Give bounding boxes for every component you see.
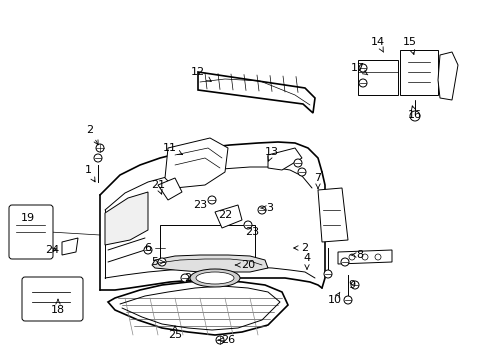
Text: 23: 23 <box>193 200 206 210</box>
Circle shape <box>181 274 189 282</box>
Text: 5: 5 <box>151 257 164 267</box>
Ellipse shape <box>196 272 234 284</box>
Text: 24: 24 <box>45 245 59 255</box>
Text: 9: 9 <box>348 280 355 290</box>
Polygon shape <box>160 225 254 268</box>
Text: 15: 15 <box>402 37 416 54</box>
Circle shape <box>258 206 265 214</box>
Polygon shape <box>267 148 302 170</box>
FancyBboxPatch shape <box>9 205 53 259</box>
Text: 2: 2 <box>86 125 98 145</box>
Circle shape <box>96 144 104 152</box>
Text: 20: 20 <box>235 260 255 270</box>
Circle shape <box>350 281 358 289</box>
Text: 10: 10 <box>327 292 341 305</box>
Text: 26: 26 <box>218 335 235 345</box>
Polygon shape <box>399 50 437 95</box>
Text: 19: 19 <box>21 213 35 223</box>
Text: 3: 3 <box>261 203 273 213</box>
Circle shape <box>340 258 348 266</box>
Text: 17: 17 <box>350 63 367 75</box>
Polygon shape <box>105 192 148 245</box>
Text: 21: 21 <box>151 180 165 194</box>
Circle shape <box>297 168 305 176</box>
Polygon shape <box>437 52 457 100</box>
Text: 11: 11 <box>163 143 182 155</box>
Circle shape <box>216 336 224 344</box>
Circle shape <box>324 270 331 278</box>
Circle shape <box>409 111 419 121</box>
Text: 7: 7 <box>314 173 321 189</box>
Polygon shape <box>62 238 78 255</box>
Circle shape <box>348 254 354 260</box>
Text: 14: 14 <box>370 37 384 52</box>
Circle shape <box>293 159 302 167</box>
Circle shape <box>343 296 351 304</box>
Text: 1: 1 <box>84 165 95 182</box>
FancyBboxPatch shape <box>22 277 83 321</box>
Polygon shape <box>158 178 182 200</box>
Text: 8: 8 <box>350 250 363 260</box>
Polygon shape <box>337 250 391 264</box>
Circle shape <box>358 64 366 72</box>
Text: 13: 13 <box>264 147 279 161</box>
Circle shape <box>244 221 251 229</box>
Text: 25: 25 <box>167 326 182 340</box>
Circle shape <box>358 79 366 87</box>
Circle shape <box>94 154 102 162</box>
Circle shape <box>374 254 380 260</box>
Polygon shape <box>152 255 267 272</box>
Text: 2: 2 <box>293 243 308 253</box>
Text: 2: 2 <box>184 273 191 283</box>
Polygon shape <box>198 72 314 113</box>
Ellipse shape <box>190 269 240 287</box>
Circle shape <box>143 246 152 254</box>
Text: 4: 4 <box>303 253 310 269</box>
Polygon shape <box>108 280 287 335</box>
Circle shape <box>207 196 216 204</box>
Text: 23: 23 <box>244 227 259 237</box>
Circle shape <box>361 254 367 260</box>
Polygon shape <box>164 138 227 188</box>
Polygon shape <box>357 60 397 95</box>
Circle shape <box>158 258 165 266</box>
Polygon shape <box>215 205 242 228</box>
Text: 16: 16 <box>407 106 421 120</box>
Text: 12: 12 <box>190 67 211 81</box>
Text: 6: 6 <box>144 243 151 253</box>
Text: 18: 18 <box>51 299 65 315</box>
Text: 22: 22 <box>218 210 232 220</box>
Polygon shape <box>317 188 347 242</box>
